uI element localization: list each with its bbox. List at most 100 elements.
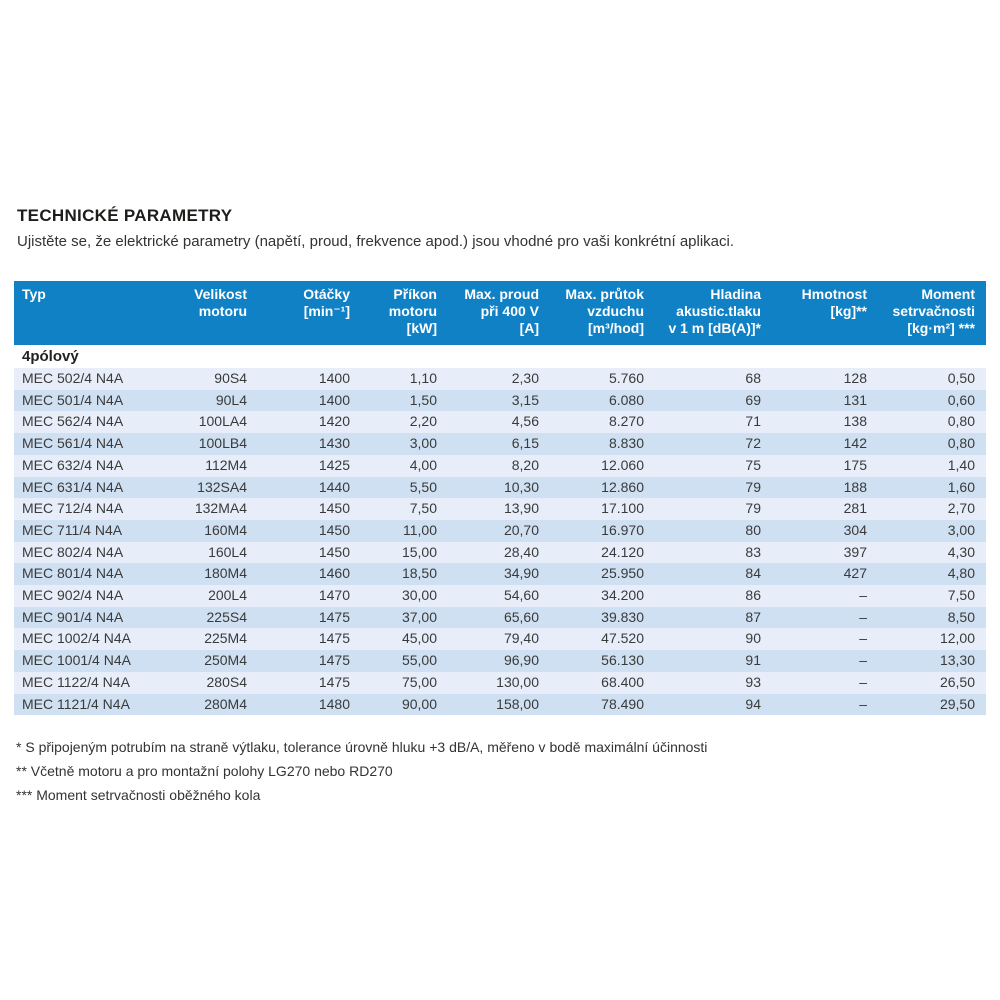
cell: 280S4 <box>174 671 255 694</box>
cell: 132MA4 <box>174 498 255 520</box>
cell: 26,50 <box>875 671 986 694</box>
cell: 225M4 <box>174 628 255 651</box>
cell: 68.400 <box>547 671 652 694</box>
table-row: MEC 901/4 N4A 225S4 1475 37,00 65,60 39.830 87… <box>14 606 986 629</box>
cell: 12,00 <box>875 628 986 651</box>
col-header-max-proud: Max. proud při 400 V [A] <box>445 281 547 345</box>
cell: 90 <box>652 628 769 651</box>
cell: 7,50 <box>875 585 986 607</box>
cell: 90S4 <box>174 368 255 390</box>
cell: MEC 901/4 N4A <box>14 606 174 629</box>
table-row: MEC 1001/4 N4A 250M4 1475 55,00 96,90 56.130 9… <box>14 650 986 672</box>
cell: – <box>769 693 875 716</box>
footnotes: * S připojeným potrubím na straně výtlak… <box>16 735 986 807</box>
cell: 10,30 <box>445 476 547 499</box>
cell: 2,70 <box>875 498 986 520</box>
cell: 87 <box>652 606 769 629</box>
cell: MEC 632/4 N4A <box>14 454 174 477</box>
cell: 28,40 <box>445 541 547 564</box>
cell: 6.080 <box>547 389 652 412</box>
cell: 96,90 <box>445 650 547 672</box>
cell: 3,15 <box>445 389 547 412</box>
cell: 1475 <box>255 628 358 651</box>
cell: 4,30 <box>875 541 986 564</box>
cell: 1460 <box>255 563 358 586</box>
cell: 1400 <box>255 389 358 412</box>
cell: 78.490 <box>547 693 652 716</box>
cell: 91 <box>652 650 769 672</box>
footnote-2: ** Včetně motoru a pro montažní polohy L… <box>16 763 393 780</box>
cell: 34,90 <box>445 563 547 586</box>
col-header-velikost-motoru: Velikost motoru <box>174 281 255 345</box>
cell: 68 <box>652 368 769 390</box>
page-content: TECHNICKÉ PARAMETRY Ujistěte se, že elek… <box>14 206 986 807</box>
table-body: 4pólový MEC 502/4 N4A 90S4 1400 1,10 2,30 5.7… <box>14 345 986 716</box>
cell: 86 <box>652 585 769 607</box>
cell: 160L4 <box>174 541 255 564</box>
cell: 0,60 <box>875 389 986 412</box>
cell: 397 <box>769 541 875 564</box>
cell: 47.520 <box>547 628 652 651</box>
cell: 4,00 <box>358 454 445 477</box>
cell: MEC 631/4 N4A <box>14 476 174 499</box>
cell: 1440 <box>255 476 358 499</box>
cell: 200L4 <box>174 585 255 607</box>
cell: 13,90 <box>445 498 547 520</box>
table-row: MEC 1121/4 N4A 280M4 1480 90,00 158,00 78.490… <box>14 693 986 716</box>
cell: 1420 <box>255 411 358 434</box>
table-row: MEC 502/4 N4A 90S4 1400 1,10 2,30 5.760 68 128 0… <box>14 368 986 390</box>
cell: – <box>769 606 875 629</box>
cell: 3,00 <box>358 433 445 455</box>
cell: 54,60 <box>445 585 547 607</box>
cell: 80 <box>652 519 769 542</box>
cell: 5,50 <box>358 476 445 499</box>
cell: 34.200 <box>547 585 652 607</box>
cell: 1,50 <box>358 389 445 412</box>
cell: MEC 802/4 N4A <box>14 541 174 564</box>
cell: 20,70 <box>445 519 547 542</box>
cell: MEC 1122/4 N4A <box>14 671 174 694</box>
section-row: 4pólový <box>14 345 986 368</box>
cell: 1,60 <box>875 476 986 499</box>
cell: 45,00 <box>358 628 445 651</box>
footnote-3: *** Moment setrvačnosti oběžného kola <box>16 787 261 804</box>
cell: 1475 <box>255 606 358 629</box>
table-row: MEC 501/4 N4A 90L4 1400 1,50 3,15 6.080 69 131 0… <box>14 389 986 412</box>
table-row: MEC 562/4 N4A 100LA4 1420 2,20 4,56 8.270 71 13… <box>14 411 986 434</box>
cell: 225S4 <box>174 606 255 629</box>
cell: 8.270 <box>547 411 652 434</box>
cell: 0,50 <box>875 368 986 390</box>
cell: MEC 712/4 N4A <box>14 498 174 520</box>
header-row: Typ Velikost motoru Otáčky [min⁻¹] Příko… <box>14 281 986 345</box>
cell: MEC 1001/4 N4A <box>14 650 174 672</box>
col-header-otacky: Otáčky [min⁻¹] <box>255 281 358 345</box>
cell: – <box>769 671 875 694</box>
table-row: MEC 631/4 N4A 132SA4 1440 5,50 10,30 12.860 79… <box>14 476 986 499</box>
section-label: 4pólový <box>14 345 986 368</box>
cell: 69 <box>652 389 769 412</box>
table-row: MEC 712/4 N4A 132MA4 1450 7,50 13,90 17.100 79… <box>14 498 986 520</box>
cell: 1450 <box>255 541 358 564</box>
cell: 8,20 <box>445 454 547 477</box>
cell: MEC 562/4 N4A <box>14 411 174 434</box>
cell: 12.860 <box>547 476 652 499</box>
col-header-hmotnost: Hmotnost [kg]** <box>769 281 875 345</box>
cell: 90L4 <box>174 389 255 412</box>
cell: 100LB4 <box>174 433 255 455</box>
cell: 11,00 <box>358 519 445 542</box>
cell: 55,00 <box>358 650 445 672</box>
cell: 94 <box>652 693 769 716</box>
table-row: MEC 801/4 N4A 180M4 1460 18,50 34,90 25.950 84… <box>14 563 986 586</box>
cell: MEC 801/4 N4A <box>14 563 174 586</box>
cell: 2,30 <box>445 368 547 390</box>
cell: 1475 <box>255 671 358 694</box>
cell: 37,00 <box>358 606 445 629</box>
cell: 30,00 <box>358 585 445 607</box>
cell: 83 <box>652 541 769 564</box>
cell: 1470 <box>255 585 358 607</box>
cell: 18,50 <box>358 563 445 586</box>
page-subtitle: Ujistěte se, že elektrické parametry (na… <box>17 233 735 250</box>
table-row: MEC 1002/4 N4A 225M4 1475 45,00 79,40 47.520 9… <box>14 628 986 651</box>
cell: 39.830 <box>547 606 652 629</box>
cell: 4,80 <box>875 563 986 586</box>
